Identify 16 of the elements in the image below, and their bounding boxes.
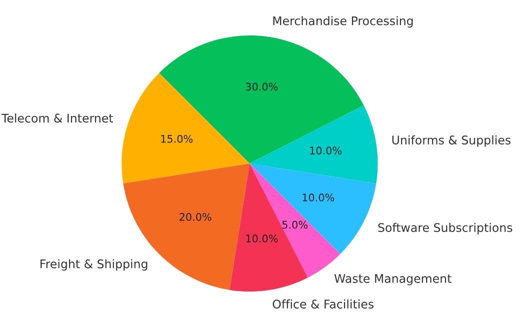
slice-label: Uniforms & Supplies xyxy=(392,135,510,147)
pie-slice xyxy=(250,105,378,184)
data-label: 5.0% xyxy=(282,220,308,229)
slice-label: Software Subscriptions xyxy=(378,222,512,234)
slice-label: Freight & Shipping xyxy=(40,259,148,271)
data-label: 10.0% xyxy=(246,234,278,242)
data-label: 20.0% xyxy=(180,212,212,221)
data-label: 30.0% xyxy=(246,82,278,91)
slice-label: Waste Management xyxy=(334,274,452,286)
slice-label: Merchandise Processing xyxy=(273,16,413,28)
data-label: 15.0% xyxy=(161,134,193,143)
slice-label: Office & Facilities xyxy=(272,299,374,309)
pie-slice xyxy=(159,35,364,164)
data-label: 10.0% xyxy=(302,194,334,202)
data-label: 10.0% xyxy=(310,146,342,155)
slice-label: Telecom & Internet xyxy=(1,113,114,123)
